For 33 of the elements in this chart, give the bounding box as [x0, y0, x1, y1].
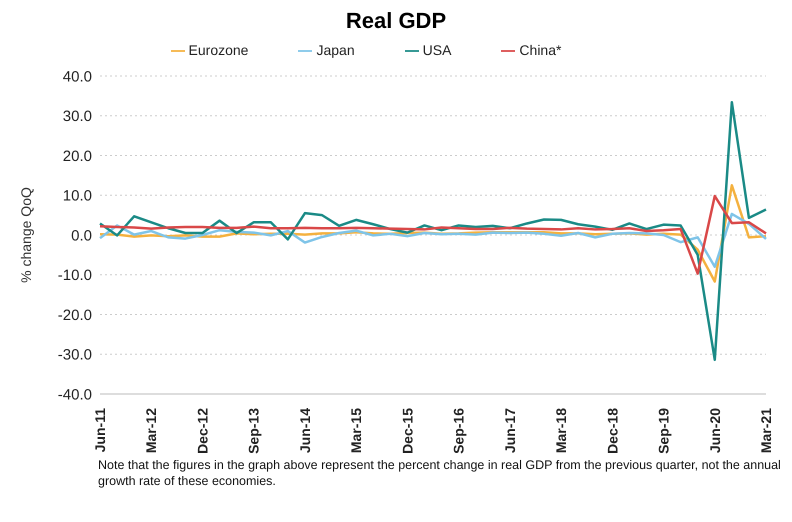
- y-tick-label: 20.0: [62, 148, 92, 165]
- x-tick-label: Jun-17: [502, 408, 518, 454]
- legend-label: Eurozone: [188, 42, 248, 58]
- y-tick-label: -20.0: [58, 306, 92, 324]
- y-tick-label: 40.0: [62, 68, 92, 86]
- line-series: [98, 212, 768, 268]
- y-tick-label: -10.0: [58, 267, 92, 284]
- line-series: [98, 194, 768, 275]
- line-series: [98, 100, 768, 362]
- x-tick-label: Sep-16: [450, 408, 467, 454]
- y-tick-label: 10.0: [62, 188, 92, 205]
- x-tick-label: Mar-15: [348, 408, 364, 454]
- x-tick-label: Sep-13: [246, 408, 262, 454]
- legend-label: Japan: [316, 42, 355, 58]
- x-tick-label: Jun-14: [296, 408, 313, 454]
- x-tick-label: Mar-12: [143, 408, 160, 454]
- legend-label: China*: [519, 42, 562, 58]
- x-tick-label: Dec-18: [604, 408, 620, 454]
- legend-label: USA: [422, 42, 452, 58]
- y-tick-label: 30.0: [62, 108, 92, 126]
- x-tick-label: Jun-11: [92, 408, 108, 452]
- y-tick-label: -40.0: [58, 386, 92, 404]
- y-axis-title: % change QoQ: [18, 187, 34, 283]
- y-tick-label: -30.0: [58, 346, 92, 364]
- chart-title: Real GDP: [344, 8, 448, 35]
- y-tick-label: 0.0: [71, 227, 92, 244]
- x-tick-label: Mar-18: [553, 408, 570, 454]
- x-tick-label: Sep-19: [656, 408, 672, 454]
- x-tick-label: Dec-12: [194, 408, 210, 454]
- x-tick-label: Dec-15: [399, 408, 416, 454]
- text: Note that the figures in the graph above represent the percent change in real GDP from the previous quarter, not the annual growth rate of these economies.: [98, 458, 782, 490]
- x-tick-label: Mar-21: [758, 408, 774, 454]
- x-tick-label: Jun-20: [706, 408, 723, 454]
